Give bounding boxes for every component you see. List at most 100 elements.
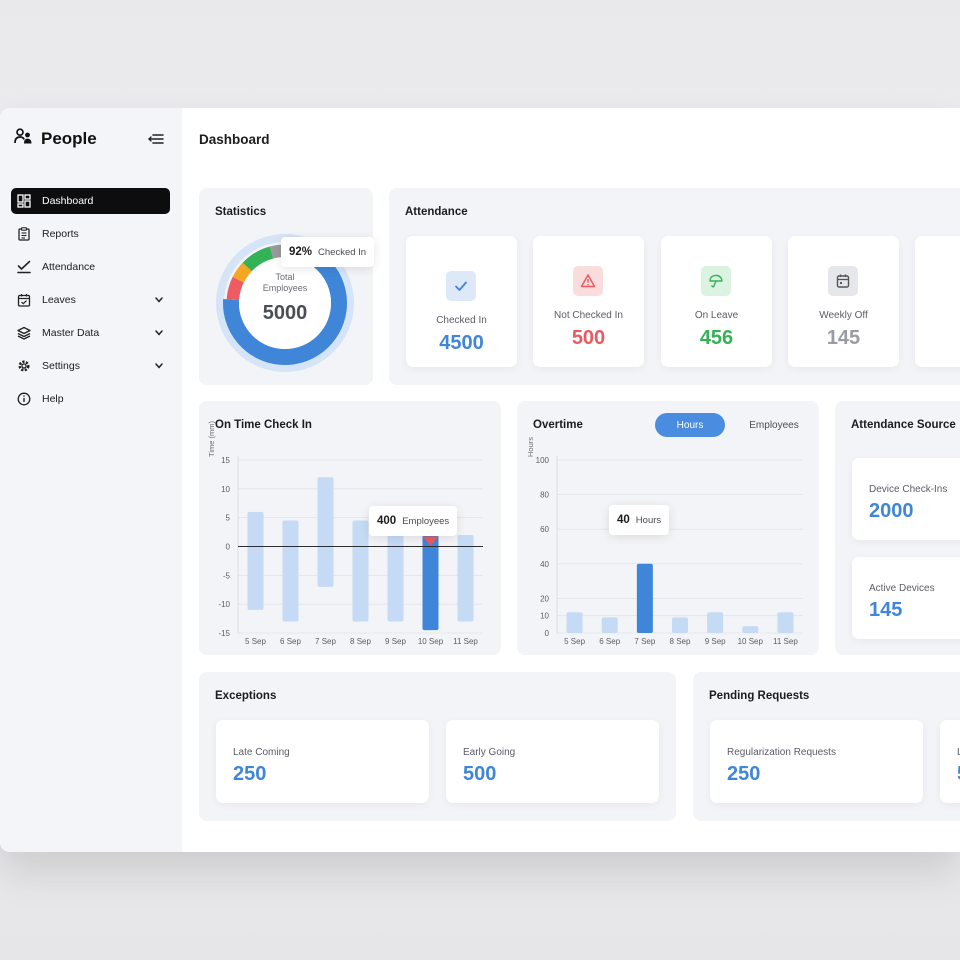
y-tick-label: 0	[545, 629, 550, 638]
attendance-card-checked-in[interactable]: Checked In 4500	[406, 236, 517, 367]
sidebar-item-label: Leaves	[42, 294, 76, 306]
sidebar-item-label: Settings	[42, 360, 80, 372]
card-label: Device Check-Ins	[869, 484, 948, 495]
on-time-check-in-panel: On Time Check In Time (mm) 15 10 5 0 -5 -10 -1…	[199, 401, 501, 655]
x-tick-label: 5 Sep	[245, 637, 266, 646]
people-icon	[14, 128, 33, 149]
attendance-card-on-leave[interactable]: On Leave 456	[661, 236, 772, 367]
y-axis-label: Hours	[526, 437, 535, 457]
tooltip-label: Hours	[635, 514, 662, 526]
sidebar-item-leaves[interactable]: Leaves	[11, 287, 170, 313]
late-coming-card[interactable]: Late Coming 250	[216, 720, 429, 803]
card-label: On Leave	[694, 310, 739, 321]
calendar-icon	[828, 266, 858, 296]
x-tick-label: 6 Sep	[599, 637, 620, 646]
menu-collapse-button[interactable]	[148, 132, 164, 146]
card-label: Not Checked In	[554, 310, 623, 321]
y-tick-label: 100	[536, 456, 550, 465]
y-tick-label: 0	[226, 543, 231, 552]
donut-slice	[232, 262, 253, 283]
chart-bar	[387, 534, 404, 622]
early-going-card[interactable]: Early Going 500	[446, 720, 659, 803]
statistics-tooltip: 92% Checked In	[281, 237, 375, 267]
chart-bar	[282, 520, 299, 622]
donut-slice	[242, 246, 274, 272]
attendance-card-not-checked-in[interactable]: Not Checked In 500	[533, 236, 644, 367]
sidebar-item-label: Dashboard	[42, 195, 94, 207]
panel-title: Attendance	[405, 206, 468, 218]
x-tick-label: 9 Sep	[385, 637, 406, 646]
card-value: 145	[826, 327, 861, 349]
chart-bar	[777, 612, 794, 633]
layers-icon	[17, 326, 31, 340]
sidebar-item-settings[interactable]: Settings	[11, 353, 170, 379]
on-time-tooltip: 400 Employees	[369, 506, 458, 536]
page-title: Dashboard	[199, 132, 270, 147]
sidebar-item-reports[interactable]: Reports	[11, 221, 170, 247]
employees-toggle-button[interactable]: Employees	[749, 419, 799, 431]
device-check-ins-card[interactable]: Device Check-Ins 2000	[852, 458, 960, 540]
y-tick-label: 5	[226, 514, 231, 523]
active-devices-card[interactable]: Active Devices 145	[852, 557, 960, 639]
menu-lines-icon	[148, 134, 164, 144]
card-label: L	[957, 747, 960, 758]
x-tick-label: 11 Sep	[453, 637, 478, 646]
donut-slice	[226, 276, 245, 301]
card-value: 456	[699, 327, 734, 349]
chevron-down-icon[interactable]	[154, 328, 164, 338]
app-window: People Dashboard Reports	[0, 108, 960, 852]
on-time-check-in-chart: Time (mm) 15 10 5 0 -5 -10 -15 5 Sep 6 Sep 7 Sep 8…	[207, 421, 483, 646]
sidebar-item-label: Help	[42, 393, 64, 405]
chart-bar	[422, 534, 439, 631]
highlight-marker	[422, 536, 439, 546]
chevron-down-icon[interactable]	[154, 361, 164, 371]
hours-toggle-button[interactable]: Hours	[655, 413, 725, 437]
y-tick-label: -10	[218, 600, 230, 609]
chart-bar	[707, 612, 724, 633]
donut-center	[239, 257, 331, 349]
attendance-card-weekly-off[interactable]: Weekly Off 145	[788, 236, 899, 367]
card-value: 4500	[439, 332, 484, 354]
chevron-down-icon[interactable]	[154, 295, 164, 305]
panel-title: Attendance Source	[851, 419, 956, 431]
attendance-source-panel: Attendance Source Device Check-Ins 2000 …	[835, 401, 960, 655]
donut-center-value: 5000	[263, 302, 308, 324]
card-value: 145	[869, 599, 903, 621]
chart-bar	[742, 626, 759, 633]
card-label: Checked In	[436, 315, 487, 326]
y-tick-label: -5	[223, 571, 231, 580]
y-tick-label: -15	[218, 629, 230, 638]
pending-card-partial[interactable]: L 5	[940, 720, 960, 803]
x-tick-label: 8 Sep	[350, 637, 371, 646]
sidebar-item-master-data[interactable]: Master Data	[11, 320, 170, 346]
attendance-card-partial[interactable]: H	[915, 236, 960, 367]
card-label: Regularization Requests	[727, 747, 836, 758]
chart-bar	[672, 617, 688, 633]
sidebar-item-dashboard[interactable]: Dashboard	[11, 188, 170, 214]
brand[interactable]: People	[14, 128, 97, 149]
card-label: H	[915, 310, 960, 321]
calendar-icon	[17, 293, 31, 307]
chart-bar	[317, 477, 334, 587]
sidebar-item-label: Attendance	[42, 261, 96, 273]
panel-title: Overtime	[533, 419, 583, 431]
sidebar-item-attendance[interactable]: Attendance	[11, 254, 170, 280]
x-tick-label: 11 Sep	[773, 637, 798, 646]
main-content: Dashboard Statistics Total Employees 500…	[182, 108, 960, 852]
x-tick-label: 6 Sep	[280, 637, 301, 646]
regularization-requests-card[interactable]: Regularization Requests 250	[710, 720, 923, 803]
y-tick-label: 80	[540, 491, 549, 500]
info-icon	[17, 392, 31, 406]
brand-title: People	[41, 128, 97, 148]
sidebar-item-help[interactable]: Help	[11, 386, 170, 412]
card-label: Active Devices	[869, 583, 935, 594]
chart-bar	[636, 563, 653, 633]
chart-bar	[601, 617, 618, 633]
card-value: 5	[957, 763, 960, 786]
card-value: 250	[233, 763, 267, 785]
attendance-panel: Attendance Checked In 4500 Not Checked I…	[389, 188, 960, 385]
y-tick-label: 10	[540, 612, 549, 621]
y-tick-label: 10	[221, 485, 230, 494]
umbrella-icon	[701, 266, 731, 296]
